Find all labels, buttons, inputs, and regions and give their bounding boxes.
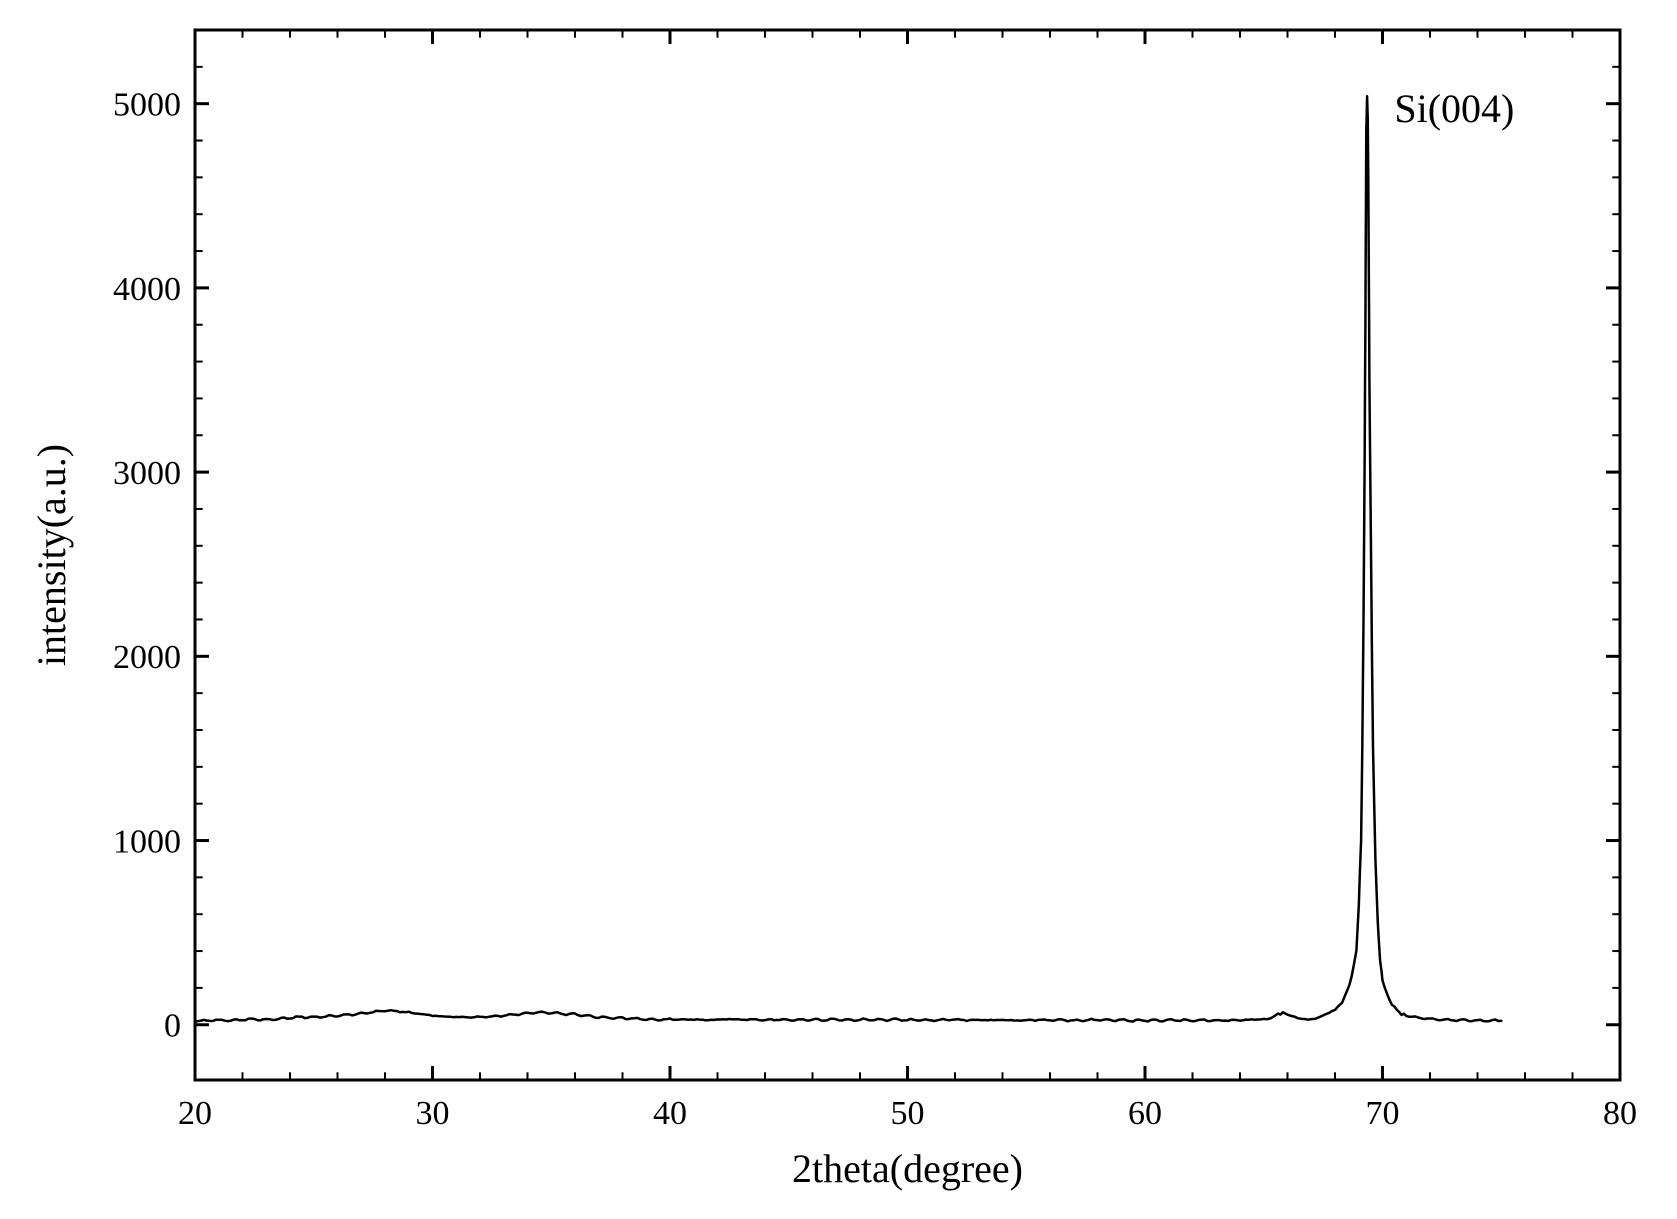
x-tick-label: 30 — [416, 1095, 450, 1132]
chart-svg: 20 30 40 50 60 70 80 0 1000 2000 3000 4000 5000 2thet… — [0, 0, 1677, 1219]
x-tick-label: 20 — [178, 1095, 212, 1132]
x-tick-label: 40 — [653, 1095, 687, 1132]
y-tick-label: 0 — [164, 1008, 181, 1045]
x-tick-label: 60 — [1128, 1095, 1162, 1132]
y-tick-label: 5000 — [113, 87, 181, 124]
xrd-chart: 20 30 40 50 60 70 80 0 1000 2000 3000 4000 5000 2thet… — [0, 0, 1677, 1219]
peak-label-si004: Si(004) — [1394, 86, 1514, 131]
x-tick-label: 80 — [1603, 1095, 1637, 1132]
y-tick-label: 4000 — [113, 271, 181, 308]
x-axis-label: 2theta(degree) — [792, 1146, 1023, 1191]
y-axis-label: intensity(a.u.) — [29, 444, 74, 666]
y-tick-label: 3000 — [113, 455, 181, 492]
x-tick-label: 70 — [1366, 1095, 1400, 1132]
y-tick-label: 2000 — [113, 639, 181, 676]
x-tick-label: 50 — [891, 1095, 925, 1132]
y-tick-label: 1000 — [113, 823, 181, 860]
